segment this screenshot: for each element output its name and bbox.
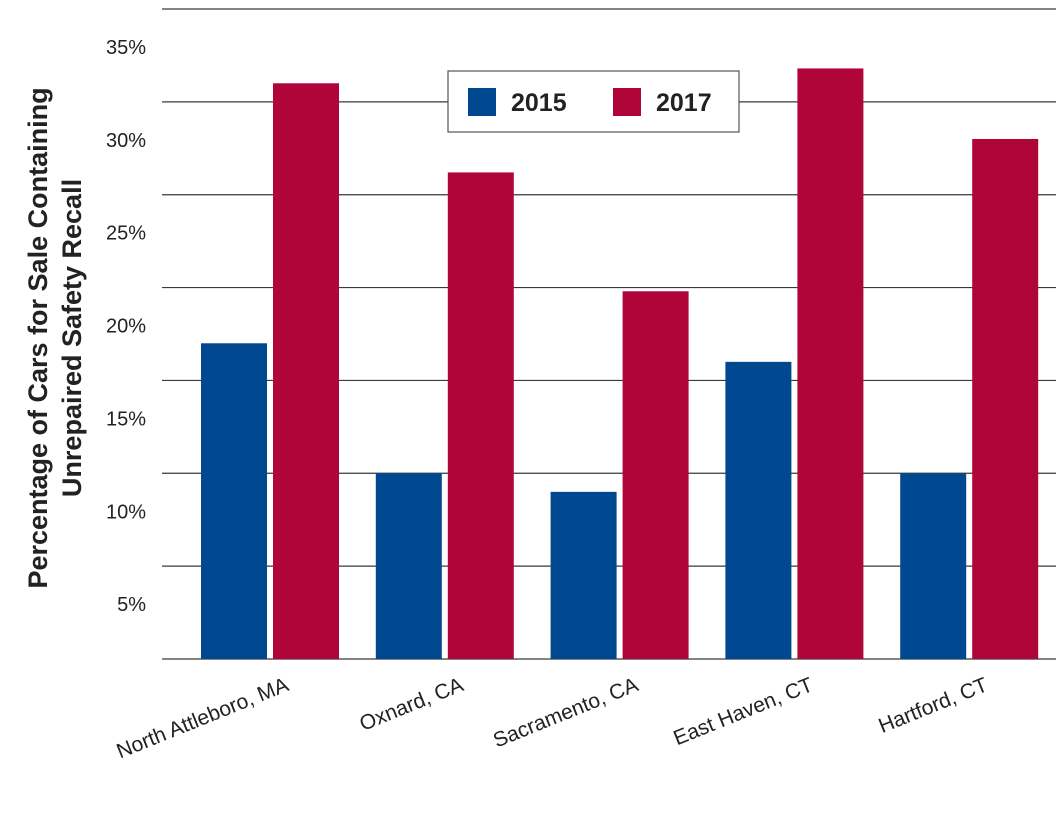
y-axis-title-line-2: Unrepaired Safety Recall [57,179,87,497]
x-category-label: Hartford, CT [875,673,991,738]
y-tick-label: 15% [106,408,146,430]
bar-2015-2 [375,473,442,659]
y-tick-label: 20% [106,316,146,338]
legend-label-2017: 2017 [656,89,712,117]
bar-2017-5 [972,139,1039,659]
bars [201,68,1039,660]
bar-2017-4 [797,68,864,659]
legend-label-2015: 2015 [511,89,567,117]
bar-2015-1 [201,343,267,659]
y-tick-labels: 5% 10% 15% 20% 25% 30% 35% [106,37,146,616]
y-axis-title-line-1: Percentage of Cars for Sale Containing [23,87,53,588]
x-category-labels: North Attleboro, MA Oxnard, CA Sacramento,… [113,673,991,763]
bar-2015-4 [725,361,792,659]
bar-2015-5 [900,473,967,659]
y-tick-label: 35% [106,37,146,59]
y-tick-label: 30% [106,130,146,152]
y-tick-label: 10% [106,501,146,523]
bar-2015-3 [550,491,617,659]
bar-2017-1 [273,83,339,660]
legend-swatch-2017 [613,88,641,116]
x-category-label: North Attleboro, MA [113,673,292,763]
legend-box [447,70,740,133]
x-category-label: Oxnard, CA [356,673,466,735]
legend: 2015 2017 [447,70,740,133]
y-axis-title: Percentage of Cars for Sale Containing U… [23,87,87,588]
legend-swatch-2015 [468,88,496,116]
bar-2017-3 [622,291,689,659]
x-category-label: East Haven, CT [670,673,816,750]
y-tick-label: 25% [106,223,146,245]
bar-2017-2 [447,172,514,659]
y-tick-label: 5% [117,594,146,616]
x-category-label: Sacramento, CA [490,673,641,752]
